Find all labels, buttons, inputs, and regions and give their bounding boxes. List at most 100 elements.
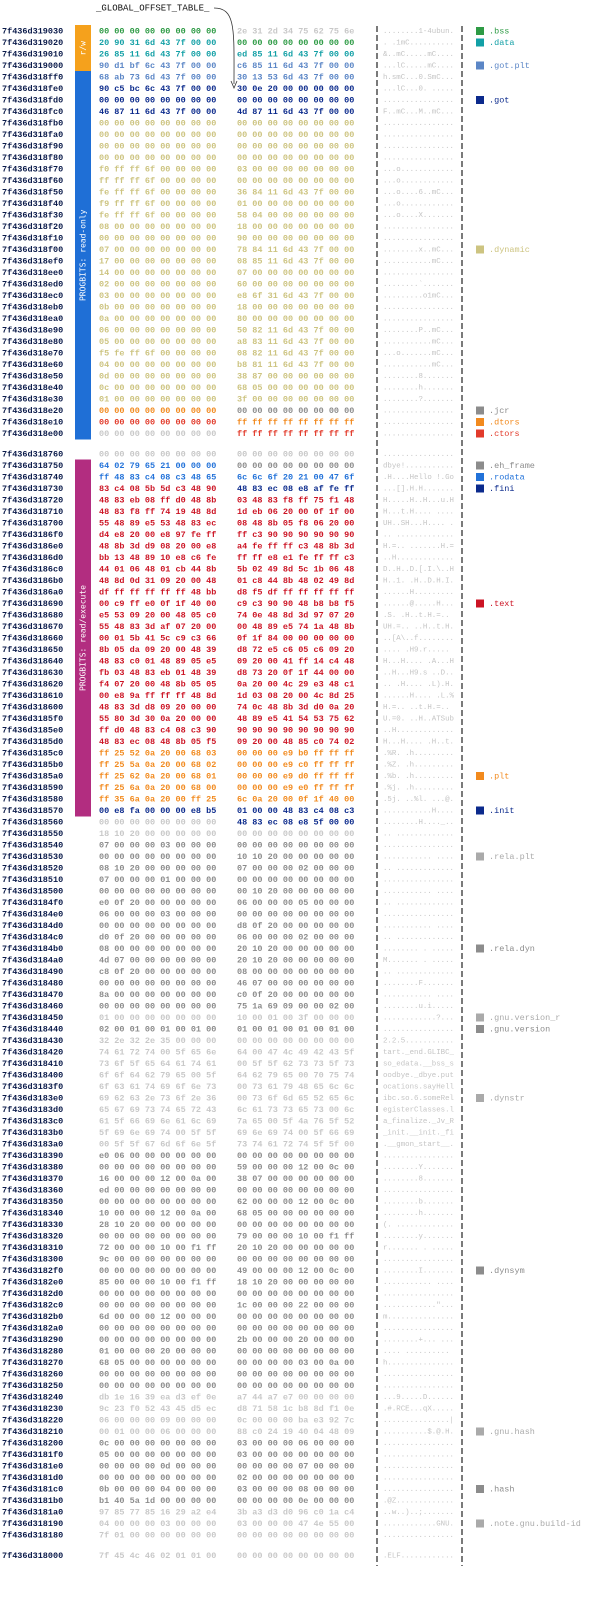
- ascii: ........x..mC...: [383, 246, 454, 254]
- ascii: H.=.. .......H.=: [383, 543, 455, 551]
- section-label: .note.gnu.build-id: [489, 1519, 581, 1529]
- hex-bytes: 04 00 00 00 00 00 00 00: [99, 360, 216, 370]
- address: 7f436d318330: [2, 1220, 63, 1230]
- hex-bytes: 00 73 61 79 48 65 6c 6c: [237, 1082, 354, 1092]
- address: 7f436d318490: [2, 967, 63, 977]
- section-label: .data: [489, 38, 515, 48]
- hex-bytes: 00 00 00 00 00 00 00 00: [237, 406, 354, 416]
- section-label: .bss: [489, 26, 509, 36]
- hex-bytes: 2e 31 2d 34 75 62 75 6e: [237, 26, 354, 36]
- ascii: ........+... ...: [383, 1336, 454, 1344]
- ascii: UH.=.. ..H..t.H.: [383, 623, 454, 631]
- hex-bytes: d8 f5 df ff ff ff ff ff: [237, 587, 354, 597]
- hex-bytes: 18 00 00 00 00 00 00 00: [237, 302, 354, 312]
- hex-bytes: 08 10 20 00 00 00 00 00: [99, 863, 216, 873]
- hex-bytes: 48 8b 3d d9 08 20 00 e8: [99, 541, 216, 551]
- hex-bytes: 00 00 00 00 0e 00 00 00: [237, 1496, 354, 1506]
- ascii: ................: [383, 120, 454, 128]
- ascii: ................: [383, 430, 454, 438]
- ascii: ........b.......: [383, 1198, 454, 1206]
- ascii: ........P..mC...: [383, 327, 454, 335]
- address: 7f436d318400: [2, 1070, 63, 1080]
- address: 7f436d318e70: [2, 348, 63, 358]
- hex-bytes: 48 83 3d d8 09 20 00 00: [99, 702, 216, 712]
- address: 7f436d3181b0: [2, 1496, 63, 1506]
- address: 7f436d318500: [2, 886, 63, 896]
- section-swatch: [476, 245, 484, 254]
- ascii: .__gmon_start__.: [383, 1141, 454, 1149]
- hex-bytes: 17 00 00 00 00 00 00 00: [99, 256, 216, 266]
- ascii: ................: [383, 911, 454, 919]
- ascii: ...lC...0. .....: [383, 85, 454, 93]
- ascii: ...o....6..mC...: [383, 189, 454, 197]
- ascii: ........y.......: [383, 1233, 454, 1241]
- hex-bytes: f9 ff ff 6f 00 00 00 00: [99, 199, 216, 209]
- hex-bytes: 00 00 00 00 00 00 00 00: [99, 1381, 216, 1391]
- address: 7f436d318710: [2, 507, 63, 517]
- ascii: ................: [383, 1474, 454, 1482]
- hex-bytes: 00 00 00 00 00 00 00 00: [237, 875, 354, 885]
- hex-bytes: 18 00 00 00 00 00 00 00: [237, 222, 354, 232]
- ascii: ..H.............: [383, 727, 454, 735]
- address: 7f436d318eb0: [2, 302, 63, 312]
- hex-bytes: 00 00 00 00 00 00 00 00: [99, 449, 216, 459]
- hex-bytes: 03 00 00 00 00 00 00 00: [99, 291, 216, 301]
- hex-bytes: 00 00 00 00 00 00 00 00: [99, 852, 216, 862]
- address: 7f436d318190: [2, 1519, 63, 1529]
- ascii: .%Z. .h.........: [383, 761, 454, 769]
- section-label: .fini: [489, 484, 515, 494]
- section-label: .eh_frame: [489, 461, 535, 471]
- ascii: ibc.so.6.someRel: [383, 1095, 455, 1103]
- hex-bytes: 48 83 f8 ff 74 19 48 8d: [99, 507, 216, 517]
- ascii: D..H..D.[.I.\..H: [383, 566, 454, 574]
- hex-bytes: 00 00 00 00 00 00 00 00: [237, 449, 354, 459]
- ascii: ........h.......: [383, 1210, 454, 1218]
- ascii: ...[].H.H.......: [383, 485, 454, 493]
- hex-bytes: 6f 6f 64 62 79 65 00 5f: [99, 1070, 216, 1080]
- ascii: ........ . .....: [383, 945, 454, 953]
- hex-bytes: 62 00 00 00 12 00 0c 00: [237, 1197, 354, 1207]
- hex-bytes: 00 00 00 e9 e0 ff ff ff: [237, 783, 354, 793]
- ascii: .. .............: [383, 531, 454, 539]
- ascii: ................: [383, 419, 454, 427]
- ascii: ........Y.......: [383, 1164, 454, 1172]
- ascii: _init.__init._fi: [382, 1129, 455, 1137]
- hex-bytes: 05 00 00 00 00 00 00 00: [99, 337, 216, 347]
- ascii: ........8.......: [383, 373, 454, 381]
- ascii: ........`.......: [383, 281, 454, 289]
- ascii: ................: [383, 1026, 454, 1034]
- ascii: .S. .H..t.H.=..: [383, 612, 450, 620]
- address: 7f436d318e90: [2, 325, 63, 335]
- ascii: .ELF............: [383, 1552, 454, 1560]
- hex-bytes: 00 00 00 e9 d0 ff ff ff: [237, 771, 354, 781]
- address: 7f436d318ee0: [2, 268, 63, 278]
- hex-bytes: d8 71 58 1c b8 8d f1 0e: [237, 1404, 354, 1414]
- ascii: ................: [383, 1152, 454, 1160]
- ascii: ........8.......: [383, 1175, 454, 1183]
- hex-bytes: 3f 00 00 00 00 00 00 00: [237, 394, 354, 404]
- section-swatch: [476, 461, 484, 470]
- section-label: .rela.dyn: [489, 944, 535, 954]
- ascii: H...H.... .H..t.: [383, 738, 454, 746]
- address: 7f436d318180: [2, 1530, 63, 1540]
- section-swatch: [476, 1025, 484, 1033]
- address: 7f436d318670: [2, 622, 63, 632]
- ascii: F..mC...M..mC...: [383, 108, 454, 116]
- ascii: H..1. .H..D.H.I.: [383, 577, 454, 585]
- hex-bytes: 03 00 00 00 00 00 00 00: [237, 164, 354, 174]
- address: 7f436d3181f0: [2, 1450, 63, 1460]
- hex-bytes: 49 00 00 00 12 00 0c 00: [237, 1266, 354, 1276]
- hex-bytes: 00 00 00 00 00 00 00 00: [99, 1323, 216, 1333]
- address: 7f436d319000: [2, 61, 63, 71]
- ascii: . .1mC..........: [383, 39, 454, 47]
- hex-bytes: 1c 00 00 00 22 00 00 00: [237, 1300, 354, 1310]
- ascii: .@Z.............: [383, 1497, 454, 1505]
- hex-bytes: d0 0f 20 00 00 00 00 00: [99, 932, 216, 942]
- ascii: ...o.......mC...: [383, 350, 454, 358]
- address: 7f436d318f60: [2, 176, 63, 186]
- hex-bytes: 48 83 ec 08 e8 5f 00 00: [237, 817, 354, 827]
- hex-bytes: 90 c5 bc 6c 43 7f 00 00: [99, 84, 216, 94]
- section-swatch: [476, 429, 484, 438]
- ascii: ...........mC...: [383, 258, 454, 266]
- address: 7f436d318430: [2, 1036, 63, 1046]
